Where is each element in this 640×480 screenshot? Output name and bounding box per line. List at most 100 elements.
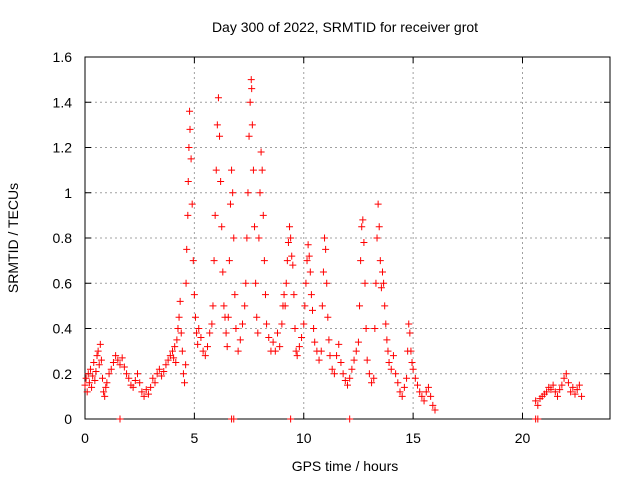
data-point	[120, 363, 128, 371]
data-point	[361, 279, 369, 287]
data-point	[288, 252, 296, 260]
data-point	[125, 374, 133, 382]
data-point	[325, 336, 333, 344]
data-point	[384, 347, 392, 355]
data-point	[556, 386, 564, 394]
data-point	[543, 388, 551, 396]
data-point	[188, 200, 196, 208]
data-point	[171, 343, 179, 351]
data-point	[281, 302, 289, 310]
data-point	[193, 329, 201, 337]
data-point	[174, 325, 182, 332]
data-point	[534, 401, 542, 409]
data-point	[123, 370, 131, 378]
data-point	[387, 365, 395, 373]
data-point	[92, 367, 100, 375]
data-point	[554, 392, 561, 400]
data-point	[90, 358, 98, 366]
data-point	[405, 320, 413, 328]
data-point	[368, 379, 376, 387]
data-point	[231, 291, 239, 299]
data-point	[571, 390, 579, 398]
data-point	[259, 211, 267, 219]
data-point	[339, 370, 347, 378]
data-point	[211, 211, 219, 219]
y-tick-label: 1	[64, 185, 72, 201]
data-point	[337, 358, 345, 366]
data-point	[370, 374, 378, 382]
data-point	[226, 200, 234, 208]
data-point	[244, 189, 252, 197]
data-point	[424, 383, 432, 391]
x-axis-label: GPS time / hours	[292, 458, 399, 474]
data-point	[356, 302, 364, 310]
data-point	[263, 320, 271, 328]
data-point	[406, 329, 414, 337]
data-point	[118, 354, 126, 362]
data-point	[189, 257, 197, 265]
data-point	[99, 374, 106, 382]
data-point	[177, 329, 185, 337]
data-point	[382, 320, 390, 328]
y-tick-label: 1.6	[53, 49, 73, 65]
data-point	[183, 245, 191, 253]
data-point	[409, 365, 417, 373]
data-point	[348, 365, 356, 373]
data-point	[309, 306, 316, 314]
data-point	[381, 302, 389, 310]
data-point	[112, 352, 120, 360]
data-point	[346, 374, 354, 382]
data-point	[283, 257, 291, 265]
chart-title: Day 300 of 2022, SRMTID for receiver gro…	[212, 19, 478, 35]
data-point	[394, 379, 402, 387]
data-point	[190, 291, 198, 299]
data-point	[225, 257, 233, 265]
data-point	[321, 234, 329, 242]
data-point	[322, 245, 330, 253]
data-point	[109, 358, 117, 366]
data-point	[330, 370, 338, 378]
data-point	[179, 370, 187, 378]
data-point	[403, 374, 411, 382]
data-point	[315, 356, 323, 364]
data-point	[97, 356, 105, 364]
y-tick-label: 0.8	[53, 230, 73, 246]
data-point	[354, 338, 362, 346]
data-point	[335, 340, 343, 348]
data-point	[282, 279, 290, 287]
data-point	[251, 223, 259, 231]
data-point	[91, 377, 99, 385]
data-point	[222, 329, 230, 337]
data-point	[93, 352, 101, 360]
y-axis: 0 0.2 0.4 0.6 0.8 1 1.2 1.4 1.6	[53, 49, 610, 427]
data-point	[210, 257, 218, 265]
data-point	[239, 320, 246, 328]
data-point	[532, 397, 540, 405]
data-point	[103, 379, 111, 387]
data-point	[363, 356, 371, 364]
data-point	[341, 377, 349, 385]
data-point	[230, 415, 238, 423]
y-tick-label: 0.6	[53, 275, 73, 291]
data-point	[147, 383, 155, 391]
data-point	[96, 340, 104, 348]
data-point	[142, 386, 150, 394]
data-point	[269, 338, 277, 346]
data-point	[383, 336, 391, 344]
data-point	[319, 268, 327, 276]
data-point	[411, 374, 419, 382]
data-point	[558, 381, 566, 389]
data-point	[185, 144, 193, 151]
data-point	[360, 239, 368, 247]
data-point	[213, 121, 221, 129]
data-point	[86, 365, 94, 373]
data-point	[172, 358, 180, 366]
data-point	[82, 374, 90, 382]
data-point	[287, 234, 295, 242]
data-point	[204, 343, 211, 351]
data-point	[303, 257, 311, 265]
data-point	[389, 352, 397, 360]
data-point	[414, 381, 421, 389]
data-point	[344, 381, 351, 389]
data-point	[209, 302, 217, 310]
